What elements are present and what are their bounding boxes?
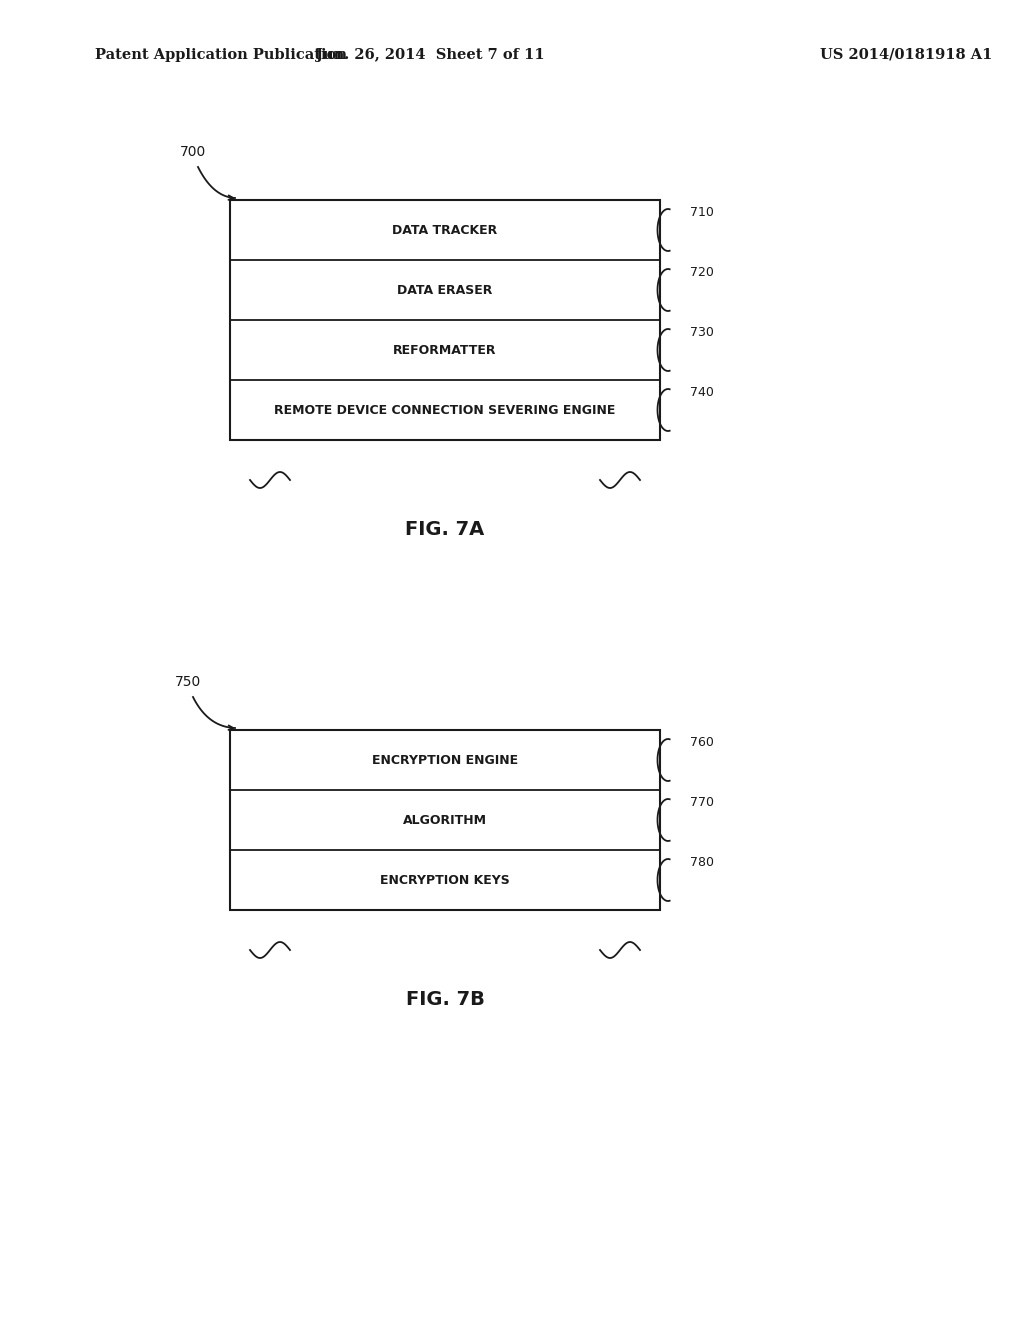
Text: FIG. 7B: FIG. 7B (406, 990, 484, 1008)
Text: 730: 730 (690, 326, 714, 339)
Text: Jun. 26, 2014  Sheet 7 of 11: Jun. 26, 2014 Sheet 7 of 11 (315, 48, 545, 62)
Text: 750: 750 (175, 675, 202, 689)
Text: ENCRYPTION ENGINE: ENCRYPTION ENGINE (372, 754, 518, 767)
Bar (230, 201, 660, 440)
Text: 700: 700 (180, 145, 206, 158)
Text: DATA TRACKER: DATA TRACKER (392, 223, 498, 236)
Text: DATA ERASER: DATA ERASER (397, 284, 493, 297)
Text: REFORMATTER: REFORMATTER (393, 343, 497, 356)
Text: Patent Application Publication: Patent Application Publication (95, 48, 347, 62)
Bar (230, 730, 660, 909)
Text: 760: 760 (690, 737, 714, 748)
Text: US 2014/0181918 A1: US 2014/0181918 A1 (820, 48, 992, 62)
Text: 770: 770 (690, 796, 714, 809)
Text: ENCRYPTION KEYS: ENCRYPTION KEYS (380, 874, 510, 887)
Text: 780: 780 (690, 855, 714, 869)
Text: ALGORITHM: ALGORITHM (403, 813, 487, 826)
Text: 720: 720 (690, 267, 714, 279)
Text: FIG. 7A: FIG. 7A (406, 520, 484, 539)
Text: 740: 740 (690, 385, 714, 399)
Text: 710: 710 (690, 206, 714, 219)
Text: REMOTE DEVICE CONNECTION SEVERING ENGINE: REMOTE DEVICE CONNECTION SEVERING ENGINE (274, 404, 615, 417)
